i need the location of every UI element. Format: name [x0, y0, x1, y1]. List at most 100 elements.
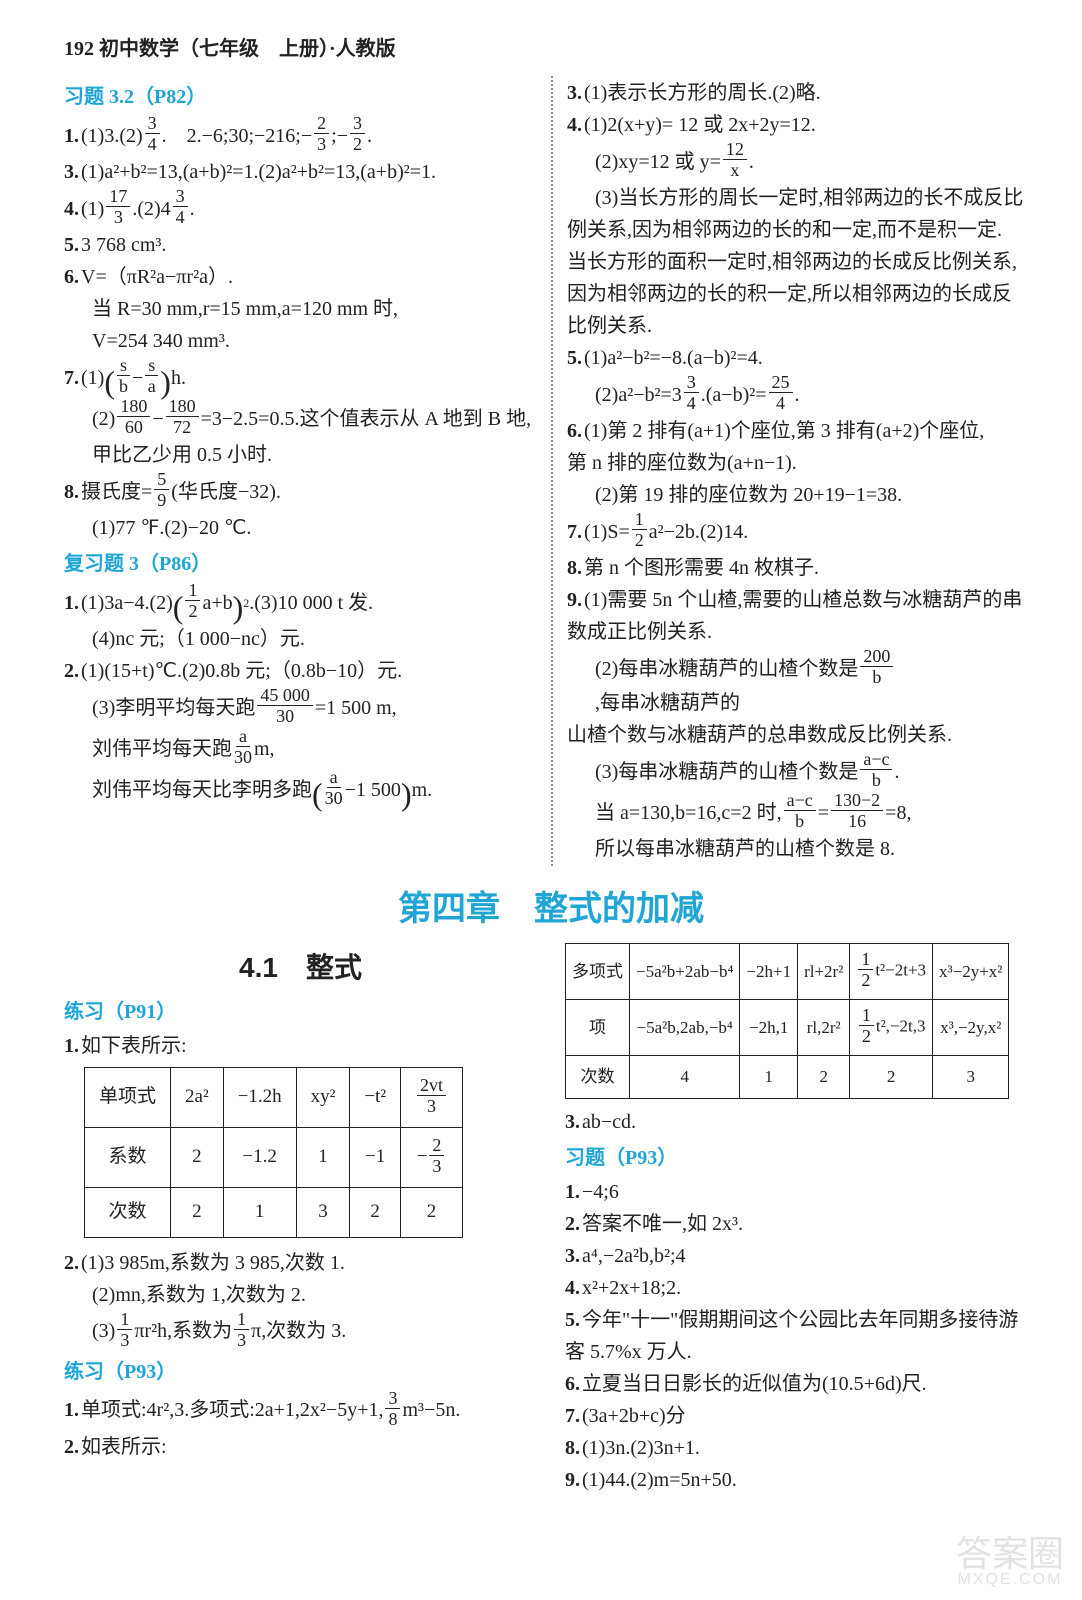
text: a+b [202, 588, 232, 618]
text: ab−cd. [582, 1107, 636, 1137]
ans-line: 6. V=（πR²a−πr²a）. [64, 262, 537, 292]
ans-line: 例关系,因为相邻两边的长的和一定,而不是积一定. [567, 215, 1038, 245]
q-num: 6. [64, 262, 79, 292]
text: 山楂个数与冰糖葫芦的总串数成反比例关系. [567, 720, 952, 750]
text: x²+2x+18;2. [582, 1273, 681, 1303]
table-cell: −1 [350, 1128, 401, 1188]
q-num: 2. [64, 1248, 79, 1278]
practice-p93: 练习（P93） [64, 1357, 537, 1387]
table-cell: 1 [296, 1128, 350, 1188]
fraction: a−cb [860, 750, 892, 789]
table-cell: −1.2h [223, 1068, 296, 1128]
text: . [190, 194, 195, 224]
text: (2)第 19 排的座位数为 20+19−1=38. [595, 480, 902, 510]
text: 甲比乙少用 0.5 小时. [92, 440, 272, 470]
ans-line: (1)77 ℉.(2)−20 ℃. [64, 513, 537, 543]
ans-line: (3)每串冰糖葫芦的山楂个数是 a−cb . [567, 752, 1038, 791]
section-title-3-2: 习题 3.2（P82） [64, 82, 537, 112]
ans-line: (2)a²−b²=3 34 .(a−b)²= 254 . [567, 375, 1038, 414]
table-cell: 12t²,−2t,3 [850, 1000, 933, 1056]
ans-line: 5.(1)a²−b²=−8.(a−b)²=4. [567, 343, 1038, 373]
fraction: 13 [117, 1310, 132, 1349]
text: h. [171, 363, 186, 393]
q-num: 3. [567, 78, 582, 108]
text: m, [254, 734, 275, 764]
ans-line: 7. (1)S= 12 a²−2b.(2)14. [567, 512, 1038, 551]
ans-line: (2)每串冰糖葫芦的山楂个数是 200b ,每串冰糖葫芦的 [567, 649, 1038, 718]
text: .(3)10 000 t 发. [249, 588, 373, 618]
q-num: 5. [64, 230, 79, 260]
table-cell: −2h+1 [740, 944, 798, 1000]
text: 单项式:4r²,3.多项式:2a+1,2x²−5y+1, [81, 1395, 383, 1425]
ans-line: 3.ab−cd. [565, 1107, 1038, 1137]
text: 刘伟平均每天跑 [92, 734, 232, 764]
text: ,每串冰糖葫芦的 [595, 688, 740, 718]
q-num: 1. [565, 1177, 580, 1207]
q-num: 1. [64, 588, 79, 618]
ans-line: 1. (1)3.(2) 34 . 2.−6;30;−216;− 23 ;− 32… [64, 116, 537, 155]
fraction: 130−216 [831, 791, 883, 830]
q-num: 9. [565, 1465, 580, 1495]
q-num: 1. [64, 121, 79, 151]
fraction: sb [117, 356, 130, 395]
text: (1) [81, 194, 104, 224]
ans-line: 1. 单项式:4r²,3.多项式:2a+1,2x²−5y+1, 38 m³−5n… [64, 1391, 537, 1430]
table-cell: −2h,1 [740, 1000, 798, 1056]
fraction: 18060 [117, 397, 150, 436]
text: 3 768 cm³. [81, 230, 166, 260]
ans-line: 4. (1) 173 .(2)4 34 . [64, 189, 537, 228]
q-num: 6. [567, 416, 582, 446]
table-cell: 2 [850, 1056, 933, 1099]
table-cell: 1 [740, 1056, 798, 1099]
text: (2)a²−b²=3 [595, 380, 682, 410]
text: = [818, 798, 829, 828]
page-header: 192 初中数学（七年级 上册）·人教版 [64, 34, 1038, 64]
ans-line: 8.第 n 个图形需要 4n 枚棋子. [567, 553, 1038, 583]
table-cell: −5a²b+2ab−b⁴ [630, 944, 740, 1000]
watermark: 答案圈 MXQE.COM [956, 1536, 1064, 1588]
text: πr²h,系数为 [134, 1316, 232, 1346]
bottom-columns: 4.1 整式 练习（P91） 1.如下表所示: 单项式2a²−1.2hxy²−t… [64, 943, 1038, 1497]
q-num: 4. [567, 110, 582, 140]
ans-line: 7.(3a+2b+c)分 [565, 1401, 1038, 1431]
table-cell: 项 [566, 1000, 630, 1056]
table-cell: 12t²−2t+3 [850, 944, 933, 1000]
text: (1)需要 5n 个山楂,需要的山楂总数与冰糖葫芦的串 [584, 585, 1022, 615]
text: (1)2(x+y)= 12 或 2x+2y=12. [584, 110, 816, 140]
ans-line: 5.今年"十一"假期期间这个公园比去年同期多接待游 [565, 1305, 1038, 1335]
ans-line: 3.a⁴,−2a²b,b²;4 [565, 1241, 1038, 1271]
fraction: 18072 [166, 397, 199, 436]
ans-line: 数成正比例关系. [567, 617, 1038, 647]
text: a²−2b.(2)14. [649, 517, 748, 547]
q-num: 3. [565, 1107, 580, 1137]
ans-line: 甲比乙少用 0.5 小时. [64, 440, 537, 470]
text: 比例关系. [567, 311, 652, 341]
ans-line: 8. 摄氏度= 59 (华氏度−32). [64, 472, 537, 511]
table-cell: rl,2r² [798, 1000, 850, 1056]
q-num: 4. [64, 194, 79, 224]
text: 摄氏度= [81, 477, 152, 507]
fraction: 12 [185, 581, 200, 620]
table-cell: x³−2y+x² [933, 944, 1009, 1000]
fraction: 200b [860, 647, 893, 686]
section-title-4-1: 4.1 整式 [64, 947, 537, 989]
ans-line: 客 5.7%x 万人. [565, 1337, 1038, 1367]
ans-line: 因为相邻两边的长的积一定,所以相邻两边的长成反 [567, 279, 1038, 309]
table-cell: 3 [933, 1056, 1009, 1099]
text: . [795, 380, 800, 410]
ans-line: (3) 13 πr²h,系数为 13 π,次数为 3. [64, 1312, 537, 1351]
fraction: a−cb [784, 791, 816, 830]
top-columns: 习题 3.2（P82） 1. (1)3.(2) 34 . 2.−6;30;−21… [64, 76, 1038, 866]
fraction: 38 [385, 1389, 400, 1428]
table-cell: −23 [401, 1128, 463, 1188]
text: (2)xy=12 或 y= [595, 147, 721, 177]
text: 答案不唯一,如 2x³. [582, 1209, 743, 1239]
text: −1 500 [345, 775, 401, 805]
fraction: 13 [234, 1310, 249, 1349]
text: (1)77 ℉.(2)−20 ℃. [92, 513, 251, 543]
table-cell: 多项式 [566, 944, 630, 1000]
top-right-col: 3.(1)表示长方形的周长.(2)略. 4.(1)2(x+y)= 12 或 2x… [551, 76, 1038, 866]
text: 当长方形的面积一定时,相邻两边的长成反比例关系, [567, 247, 1017, 277]
top-left-col: 习题 3.2（P82） 1. (1)3.(2) 34 . 2.−6;30;−21… [64, 76, 551, 866]
ans-line: 刘伟平均每天跑 a30 m, [64, 729, 537, 768]
